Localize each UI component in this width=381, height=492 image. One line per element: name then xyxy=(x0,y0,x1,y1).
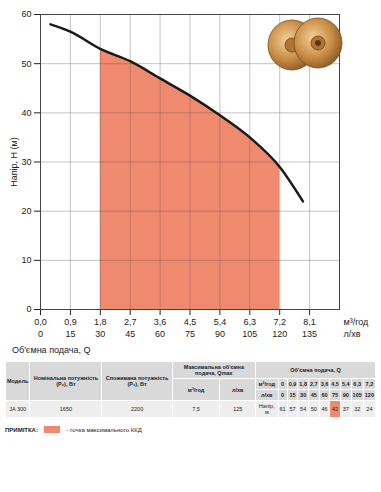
html-text:1650: 1650 xyxy=(59,406,72,412)
html-text:- точка максимального ККД: - точка максимального ККД xyxy=(66,426,142,433)
html-text:0: 0 xyxy=(281,392,285,398)
svg-text:60: 60 xyxy=(155,329,165,339)
svg-text:1,8: 1,8 xyxy=(94,317,107,327)
html-text:37: 37 xyxy=(342,406,349,412)
html-text:ПРИМІТКА:: ПРИМІТКА: xyxy=(5,426,38,433)
html-text:м³/год: м³/год xyxy=(187,386,205,393)
svg-text:2,7: 2,7 xyxy=(124,317,137,327)
html-text:45: 45 xyxy=(310,392,317,398)
svg-text:75: 75 xyxy=(185,329,195,339)
svg-text:50: 50 xyxy=(21,59,31,69)
html-text:90: 90 xyxy=(342,392,349,398)
html-text:Номінальна потужність (P₂), Вт: Номінальна потужність (P₂), Вт xyxy=(33,375,99,387)
html-text:л/хв: л/хв xyxy=(261,392,273,398)
svg-text:7,2: 7,2 xyxy=(273,317,286,327)
svg-text:40: 40 xyxy=(21,108,31,118)
html-text:15: 15 xyxy=(289,392,296,398)
html-text:2200: 2200 xyxy=(131,406,144,412)
svg-text:8,1: 8,1 xyxy=(303,317,316,327)
svg-text:0: 0 xyxy=(38,329,43,339)
html-text:Об'ємна подача, Q: Об'ємна подача, Q xyxy=(12,345,91,355)
svg-text:Напір, H (м): Напір, H (м) xyxy=(9,137,19,187)
html-text:61: 61 xyxy=(279,406,286,412)
svg-text:90: 90 xyxy=(215,329,225,339)
svg-text:5,4: 5,4 xyxy=(214,317,227,327)
svg-text:20: 20 xyxy=(21,206,31,216)
html-text:32: 32 xyxy=(354,406,361,412)
html-text:57: 57 xyxy=(289,406,296,412)
html-text:42: 42 xyxy=(332,406,339,412)
html-text:46: 46 xyxy=(321,406,328,412)
svg-text:л/хв: л/хв xyxy=(344,329,361,339)
svg-text:30: 30 xyxy=(95,329,105,339)
html-text:75: 75 xyxy=(332,392,339,398)
html-text:7,2: 7,2 xyxy=(365,381,374,387)
html-text:6,3: 6,3 xyxy=(353,381,361,387)
svg-text:105: 105 xyxy=(242,329,257,339)
html-text:54: 54 xyxy=(300,406,307,412)
svg-text:120: 120 xyxy=(272,329,287,339)
html-text:30: 30 xyxy=(300,392,307,398)
html-text:60: 60 xyxy=(321,392,328,398)
html-text:7,5: 7,5 xyxy=(192,406,200,412)
svg-text:м³/год: м³/год xyxy=(344,317,370,327)
html-text:Напір, м: Напір, м xyxy=(258,403,275,415)
html-text:Споживана потужність (P₁), Вт: Споживана потужність (P₁), Вт xyxy=(105,375,169,387)
html-text:0: 0 xyxy=(281,381,285,387)
svg-text:3,6: 3,6 xyxy=(154,317,167,327)
svg-text:135: 135 xyxy=(302,329,317,339)
html-text:Об'ємна подача, Q: Об'ємна подача, Q xyxy=(290,367,341,373)
html-text:м³/год: м³/год xyxy=(258,381,275,387)
svg-text:60: 60 xyxy=(21,9,31,19)
svg-text:15: 15 xyxy=(65,329,75,339)
html-text:125: 125 xyxy=(233,406,243,412)
svg-text:0,9: 0,9 xyxy=(64,317,77,327)
html-text:Максимальна об'ємна подача, Qm: Максимальна об'ємна подача, Qmax xyxy=(183,364,244,376)
svg-text:10: 10 xyxy=(21,255,31,265)
html-text:24: 24 xyxy=(366,406,373,412)
html-text:2,7 3,6 4,5 5,4: 2,7 3,6 4,5 5,4 xyxy=(310,381,350,387)
html-text:Модель: Модель xyxy=(7,378,29,384)
svg-text:30: 30 xyxy=(21,157,31,167)
html-text:105 120: 105 120 xyxy=(352,392,374,398)
svg-text:0: 0 xyxy=(26,304,31,314)
html-text:JA 300: JA 300 xyxy=(9,406,27,412)
svg-text:0,0: 0,0 xyxy=(34,317,47,327)
html-text:50: 50 xyxy=(310,406,317,412)
html-text:л/хв: л/хв xyxy=(232,386,244,393)
svg-text:45: 45 xyxy=(125,329,135,339)
svg-text:4,5: 4,5 xyxy=(184,317,197,327)
html-text:0,9 1,8: 0,9 1,8 xyxy=(288,381,307,387)
svg-text:6,3: 6,3 xyxy=(244,317,257,327)
